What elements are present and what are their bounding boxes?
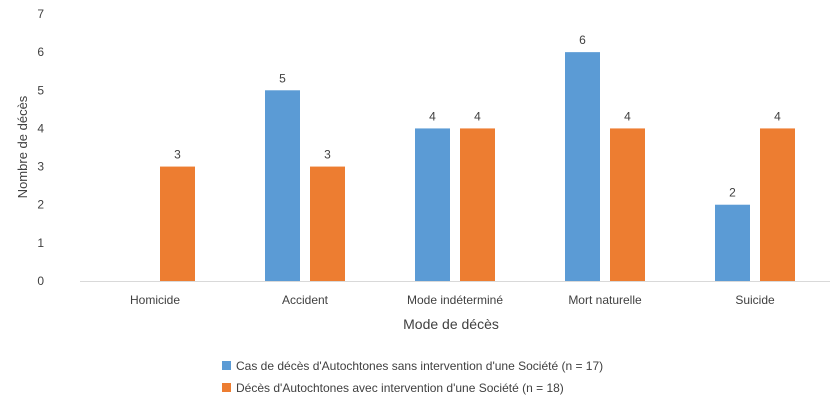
bar-series-1 bbox=[415, 128, 450, 281]
x-tick-label: Mort naturelle bbox=[568, 293, 642, 307]
data-label: 6 bbox=[579, 33, 586, 47]
bar-series-1 bbox=[565, 52, 600, 282]
data-label: 2 bbox=[729, 186, 736, 200]
data-label: 4 bbox=[474, 109, 481, 123]
y-tick-label: 6 bbox=[37, 45, 44, 59]
data-label: 4 bbox=[429, 109, 436, 123]
legend-item-series-2: Décès d'Autochtones avec intervention d'… bbox=[222, 378, 603, 397]
y-tick-label: 3 bbox=[37, 160, 44, 174]
y-tick-label: 0 bbox=[37, 274, 44, 288]
x-tick-label: Accident bbox=[282, 293, 329, 307]
y-axis-title: Nombre de décès bbox=[15, 95, 30, 198]
bars: 3 5 3 4 4 6 4 2 4 bbox=[160, 33, 795, 282]
x-tick-label: Homicide bbox=[130, 293, 180, 307]
legend-label-series-2: Décès d'Autochtones avec intervention d'… bbox=[236, 380, 564, 395]
data-label: 5 bbox=[279, 71, 286, 85]
y-tick-label: 4 bbox=[37, 121, 44, 135]
data-label: 4 bbox=[774, 109, 781, 123]
data-label: 3 bbox=[324, 148, 331, 162]
data-label: 4 bbox=[624, 109, 631, 123]
bar-series-1 bbox=[715, 204, 750, 281]
bar-series-2 bbox=[310, 166, 345, 281]
legend-item-series-1: Cas de décès d'Autochtones sans interven… bbox=[222, 356, 603, 375]
y-tick-label: 1 bbox=[37, 236, 44, 250]
x-tick-label: Mode indéterminé bbox=[407, 293, 503, 307]
y-tick-label: 5 bbox=[37, 83, 44, 97]
y-tick-label: 7 bbox=[37, 7, 44, 21]
legend-label-series-1: Cas de décès d'Autochtones sans interven… bbox=[236, 358, 604, 373]
legend-swatch-series-1 bbox=[222, 361, 231, 370]
bar-series-2 bbox=[760, 128, 795, 281]
x-axis-title: Mode de décès bbox=[403, 316, 499, 332]
bar-series-2 bbox=[610, 128, 645, 281]
bar-series-2 bbox=[160, 166, 195, 281]
y-tick-label: 2 bbox=[37, 198, 44, 212]
legend: Cas de décès d'Autochtones sans interven… bbox=[222, 356, 603, 400]
y-axis-ticks: 0 1 2 3 4 5 6 7 bbox=[37, 7, 44, 288]
bar-series-2 bbox=[460, 128, 495, 281]
bar-series-1 bbox=[265, 90, 300, 282]
x-tick-label: Suicide bbox=[735, 293, 775, 307]
x-axis-ticks: Homicide Accident Mode indéterminé Mort nat… bbox=[130, 293, 775, 307]
data-label: 3 bbox=[174, 148, 181, 162]
legend-swatch-series-2 bbox=[222, 383, 231, 392]
